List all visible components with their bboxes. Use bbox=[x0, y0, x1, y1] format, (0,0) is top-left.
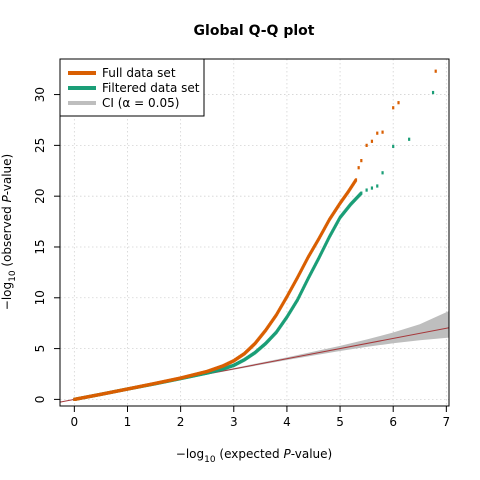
data-point bbox=[376, 184, 379, 188]
y-tick-label: 25 bbox=[33, 138, 47, 153]
x-axis-label-p: P bbox=[283, 447, 291, 461]
data-point bbox=[376, 131, 379, 135]
data-point bbox=[392, 144, 395, 148]
chart-title: Global Q-Q plot bbox=[194, 23, 315, 39]
y-axis-label-p: P bbox=[0, 194, 14, 202]
x-axis-label-log: −log bbox=[176, 447, 204, 461]
x-axis-label-text: (expected bbox=[216, 447, 284, 461]
legend-label-full: Full data set bbox=[102, 66, 176, 80]
data-point bbox=[360, 159, 363, 163]
x-tick-label: 3 bbox=[230, 415, 238, 429]
series-layer bbox=[73, 69, 437, 401]
plot-frame bbox=[59, 58, 450, 407]
data-point bbox=[365, 188, 368, 192]
x-tick-label: 6 bbox=[389, 415, 397, 429]
data-point bbox=[381, 130, 384, 134]
y-tick-label: 5 bbox=[33, 345, 47, 353]
y-axis: 0 5 10 15 20 25 30 bbox=[33, 87, 60, 403]
data-point bbox=[354, 178, 358, 182]
x-tick-label: 5 bbox=[336, 415, 344, 429]
data-point bbox=[381, 171, 384, 175]
legend: Full data set Filtered data set CI (α = … bbox=[59, 58, 205, 117]
x-tick-label: 2 bbox=[177, 415, 185, 429]
series-0 bbox=[73, 69, 437, 401]
y-axis-label-text: (observed bbox=[0, 202, 14, 270]
y-tick-label: 15 bbox=[33, 239, 47, 254]
data-point bbox=[434, 69, 437, 73]
x-tick-label: 1 bbox=[124, 415, 132, 429]
x-axis-label: −log10 (expected P-value) bbox=[176, 447, 332, 465]
y-tick-label: 10 bbox=[33, 290, 47, 305]
data-point bbox=[370, 139, 374, 143]
data-point bbox=[357, 166, 360, 170]
x-tick-label: 7 bbox=[443, 415, 451, 429]
y-axis-label-log: −log bbox=[0, 282, 14, 310]
x-tick-label: 0 bbox=[71, 415, 79, 429]
data-point bbox=[431, 90, 435, 95]
data-point bbox=[408, 137, 411, 141]
x-axis: 0 1 2 3 4 5 6 7 bbox=[71, 406, 451, 429]
data-point bbox=[360, 191, 363, 195]
data-point bbox=[392, 106, 395, 110]
x-axis-label-base: 10 bbox=[204, 455, 216, 465]
legend-label-filtered: Filtered data set bbox=[102, 81, 200, 95]
plot-border bbox=[59, 58, 450, 407]
y-tick-label: 30 bbox=[33, 87, 47, 102]
y-tick-label: 0 bbox=[33, 396, 47, 404]
y-axis-label-base: 10 bbox=[8, 270, 18, 282]
y-tick-label: 20 bbox=[33, 189, 47, 204]
y-axis-label-suffix: -value) bbox=[0, 154, 14, 195]
data-point bbox=[365, 143, 368, 147]
legend-label-ci: CI (α = 0.05) bbox=[102, 96, 179, 110]
data-point bbox=[397, 101, 400, 105]
x-tick-label: 4 bbox=[283, 415, 291, 429]
data-point bbox=[370, 186, 374, 190]
y-axis-label: −log10 (observed P-value) bbox=[0, 154, 18, 310]
x-axis-label-suffix: -value) bbox=[291, 447, 332, 461]
